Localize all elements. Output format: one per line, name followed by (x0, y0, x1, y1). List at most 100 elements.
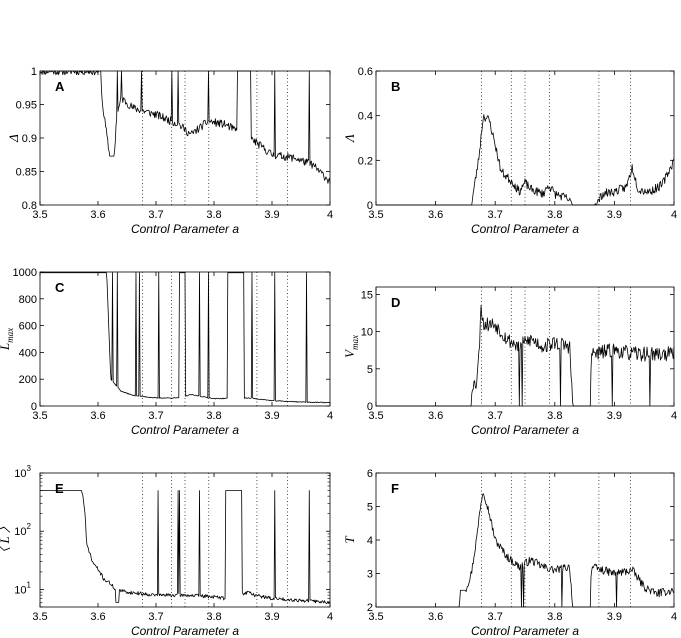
y-tick-label: 5 (367, 364, 373, 376)
y-tick-label: 1 (31, 66, 37, 78)
y-axis-label: T (342, 536, 357, 544)
y-tick-label: 6 (367, 468, 373, 480)
x-tick-label: 3.7 (488, 611, 503, 623)
x-axis-label: Control Parameter a (471, 624, 579, 638)
y-tick-label: 102 (14, 522, 31, 538)
x-tick-label: 3.9 (607, 611, 622, 623)
x-tick-label: 3.5 (368, 611, 383, 623)
series-line (376, 305, 675, 407)
y-tick-label: 103 (14, 464, 31, 480)
x-tick-label: 3.6 (428, 410, 443, 422)
x-tick-label: 3.7 (148, 209, 163, 221)
x-tick-label: 3.6 (428, 209, 443, 221)
y-axis-label: Δ (6, 134, 21, 143)
y-tick-label: 800 (19, 294, 37, 306)
series-line (40, 272, 331, 404)
x-tick-label: 3.5 (32, 611, 47, 623)
x-tick-label: 4 (327, 611, 333, 623)
y-tick-exponent: 1 (27, 580, 32, 589)
x-axis-label: Control Parameter a (131, 222, 239, 236)
y-axis-label-subscript: max (350, 335, 360, 350)
y-tick-label: 0.9 (22, 133, 37, 145)
y-tick-label: 3 (367, 569, 373, 581)
y-tick-label: 15 (361, 289, 373, 301)
x-tick-label: 3.7 (148, 611, 163, 623)
y-tick-label: 4 (367, 535, 373, 547)
x-tick-label: 3.6 (90, 611, 105, 623)
axes-frame (375, 70, 675, 206)
axes-frame (39, 271, 331, 407)
axes-frame (375, 286, 675, 407)
y-tick-exponent: 2 (27, 522, 32, 531)
x-tick-label: 3.7 (488, 209, 503, 221)
x-tick-label: 4 (671, 209, 677, 221)
y-tick-label: 0.6 (358, 66, 373, 78)
panel-label: E (55, 481, 64, 496)
x-tick-label: 4 (327, 410, 333, 422)
y-tick-label: 0.85 (16, 167, 37, 179)
y-tick-label: 1000 (13, 267, 37, 279)
y-tick-exponent: 3 (27, 464, 32, 473)
x-tick-label: 3.9 (264, 209, 279, 221)
y-tick-label: 200 (19, 374, 37, 386)
x-tick-label: 4 (671, 611, 677, 623)
y-tick-label: 0.95 (16, 100, 37, 112)
x-tick-label: 3.6 (90, 209, 105, 221)
x-tick-label: 3.9 (264, 410, 279, 422)
x-tick-label: 3.8 (547, 209, 562, 221)
x-tick-label: 3.5 (368, 410, 383, 422)
y-tick-label: 400 (19, 347, 37, 359)
y-tick-label: 2 (367, 602, 373, 614)
x-tick-label: 3.7 (488, 410, 503, 422)
x-tick-label: 3.9 (264, 611, 279, 623)
panel-d: 3.5 3.6 3.7 3.8 3.9 4 0 5 10 15 Control Parameter … (342, 286, 677, 437)
y-tick-label: 0.2 (358, 155, 373, 167)
x-tick-label: 3.8 (206, 410, 221, 422)
y-tick-label: 0 (367, 401, 373, 413)
x-tick-label: 3.9 (607, 209, 622, 221)
x-axis-label: Control Parameter a (471, 222, 579, 236)
y-axis-label-subscript: max (5, 328, 15, 343)
series-line (376, 114, 675, 206)
panel-label: C (55, 280, 65, 295)
y-tick-label: 600 (19, 321, 37, 333)
y-tick-label: 0.4 (358, 111, 373, 123)
panel-label: D (391, 295, 400, 310)
y-tick-label: 0.8 (22, 200, 37, 212)
x-tick-label: 3.8 (206, 209, 221, 221)
panel-b: 3.5 3.6 3.7 3.8 3.9 4 0 0.2 0.4 0.6 Control Parame… (342, 66, 677, 236)
y-tick-label: 0 (367, 200, 373, 212)
series-line (40, 490, 331, 605)
x-axis-label: Control Parameter a (131, 423, 239, 437)
panel-label: F (391, 481, 399, 496)
panel-label: B (391, 79, 400, 94)
panel-a: 3.5 3.6 3.7 3.8 3.9 4 0.8 0.85 0.9 0.95 1 Control P… (6, 66, 333, 236)
y-axis-label: Lmax (0, 328, 15, 351)
panel-label: A (55, 79, 65, 94)
x-tick-label: 3.5 (32, 209, 47, 221)
x-tick-label: 3.8 (547, 410, 562, 422)
y-tick-label: 5 (367, 502, 373, 514)
panel-c: 3.5 3.6 3.7 3.8 3.9 4 0 200 400 600 800 1000 Control… (0, 267, 333, 437)
y-tick-label: 10 (361, 327, 373, 339)
y-tick-label: 0 (31, 401, 37, 413)
y-axis-label: Λ (342, 134, 357, 144)
panel-e: 3.5 3.6 3.7 3.8 3.9 4 101 102 103 Control Paramet… (0, 464, 333, 638)
y-tick-label: 101 (14, 580, 31, 596)
x-tick-label: 3.7 (148, 410, 163, 422)
x-tick-label: 3.8 (206, 611, 221, 623)
x-tick-label: 3.6 (428, 611, 443, 623)
y-axis-label: Vmax (342, 335, 360, 358)
x-tick-label: 3.5 (368, 209, 383, 221)
x-axis-label: Control Parameter a (131, 624, 239, 638)
x-tick-label: 3.8 (547, 611, 562, 623)
x-tick-label: 3.5 (32, 410, 47, 422)
x-tick-label: 3.6 (90, 410, 105, 422)
panel-f: 3.5 3.6 3.7 3.8 3.9 4 2 3 4 5 6 Control Parameter a… (342, 468, 677, 638)
series-line (39, 70, 331, 184)
x-tick-label: 4 (671, 410, 677, 422)
x-tick-label: 3.9 (607, 410, 622, 422)
y-axis-label: 〈 L 〉 (0, 520, 12, 560)
x-tick-label: 4 (327, 209, 333, 221)
